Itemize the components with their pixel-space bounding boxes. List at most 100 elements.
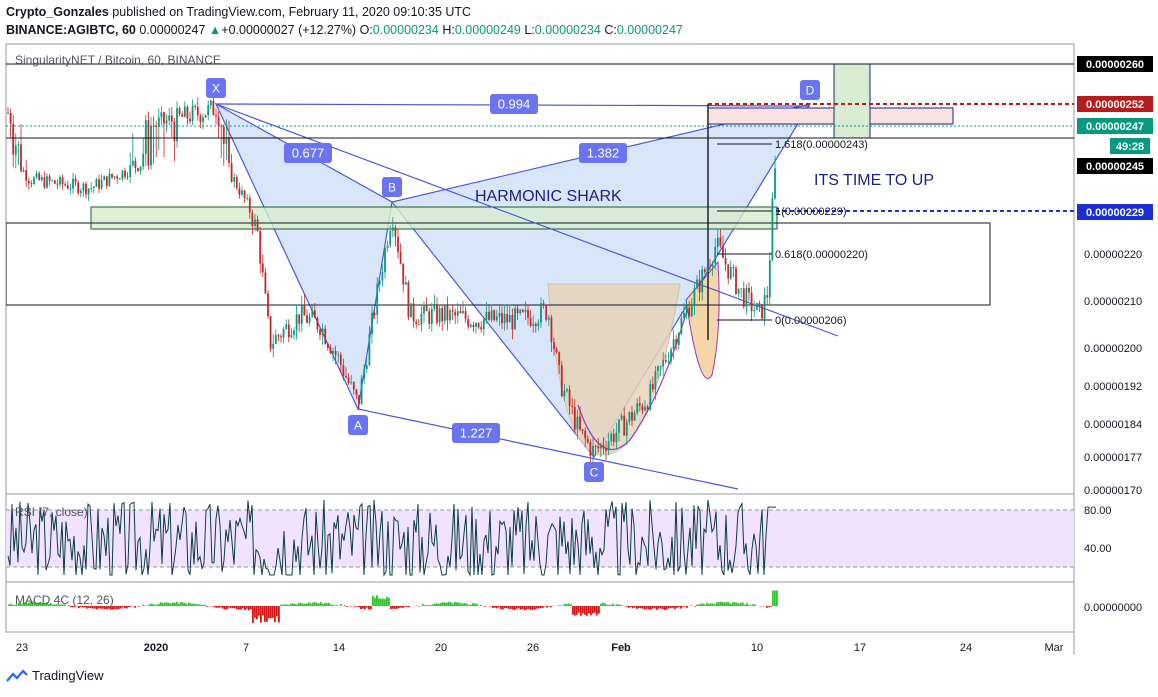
macd-bar bbox=[322, 603, 324, 606]
candle-body bbox=[545, 305, 548, 320]
candle-body bbox=[329, 347, 332, 354]
macd-bar bbox=[362, 606, 364, 609]
author-name[interactable]: Crypto_Gonzales bbox=[6, 5, 109, 19]
macd-bar bbox=[550, 606, 552, 608]
macd-bar bbox=[424, 604, 426, 606]
macd-bar bbox=[230, 606, 232, 608]
macd-bar bbox=[718, 602, 720, 606]
candle-body bbox=[404, 282, 407, 285]
candle-body bbox=[763, 295, 766, 319]
macd-bar bbox=[444, 602, 446, 606]
macd-bar bbox=[182, 602, 184, 606]
tradingview-footer[interactable]: TradingView bbox=[6, 668, 104, 683]
candle-body bbox=[534, 324, 537, 327]
macd-bar bbox=[694, 606, 696, 607]
point-A-badge bbox=[348, 415, 368, 435]
candle-body bbox=[222, 126, 225, 144]
candle-body bbox=[659, 366, 662, 367]
macd-bar bbox=[608, 604, 610, 606]
macd-bar bbox=[640, 606, 642, 609]
macd-bar bbox=[346, 606, 348, 607]
macd-bar bbox=[64, 604, 66, 606]
macd-bar bbox=[594, 606, 596, 613]
candle-body bbox=[163, 112, 165, 124]
candle-body bbox=[696, 279, 698, 289]
candle-body bbox=[633, 412, 636, 421]
candle-body bbox=[449, 310, 451, 321]
macd-bar bbox=[266, 606, 268, 622]
candle-body bbox=[742, 288, 745, 307]
macd-bar bbox=[82, 606, 84, 608]
macd-bar bbox=[158, 603, 160, 606]
rsi-level-80: 80.00 bbox=[1084, 505, 1112, 517]
candle-body bbox=[566, 389, 568, 391]
macd-bar bbox=[320, 602, 322, 606]
macd-bar bbox=[270, 606, 272, 619]
macd-bar bbox=[302, 603, 304, 606]
macd-bar bbox=[656, 606, 658, 610]
macd-bar bbox=[450, 602, 452, 606]
candle-body bbox=[235, 177, 238, 189]
macd-bar bbox=[220, 606, 222, 608]
macd-bar bbox=[152, 603, 154, 606]
x-tick-label: 10 bbox=[751, 642, 763, 654]
candle-body bbox=[350, 382, 353, 383]
macd-bar bbox=[300, 603, 302, 606]
candle-body bbox=[477, 323, 480, 328]
macd-bar bbox=[586, 606, 588, 616]
annotation-time-to-up: ITS TIME TO UP bbox=[814, 172, 934, 189]
candle-body bbox=[516, 308, 519, 313]
macd-bar bbox=[244, 606, 246, 611]
candle-body bbox=[228, 137, 230, 163]
candle-body bbox=[319, 329, 321, 335]
candle-body bbox=[771, 198, 774, 261]
macd-bar bbox=[268, 606, 270, 619]
macd-bar bbox=[590, 606, 592, 616]
candle-body bbox=[352, 382, 355, 390]
candle-body bbox=[168, 115, 171, 121]
candle-body bbox=[425, 304, 428, 312]
candle-body bbox=[657, 366, 659, 371]
macd-bar bbox=[296, 604, 298, 606]
macd-bar bbox=[426, 605, 428, 606]
macd-bar bbox=[512, 606, 514, 610]
brand-name: TradingView bbox=[32, 668, 104, 683]
macd-bar bbox=[256, 606, 258, 620]
candle-body bbox=[607, 441, 610, 451]
macd-bar bbox=[678, 606, 680, 608]
candle-body bbox=[475, 323, 477, 327]
fib-label-0: 1.618(0.00000243) bbox=[775, 139, 868, 151]
candle-body bbox=[540, 303, 542, 323]
macd-bar bbox=[174, 602, 176, 606]
candle-body bbox=[766, 295, 769, 298]
rsi-band bbox=[6, 510, 1074, 567]
candle-body bbox=[220, 125, 223, 127]
candle-body bbox=[134, 160, 137, 169]
candle-body bbox=[394, 227, 397, 237]
price-label-box-4 bbox=[1077, 158, 1153, 174]
candle-body bbox=[342, 365, 345, 377]
macd-bar bbox=[438, 603, 440, 606]
resistance-trendline bbox=[215, 103, 839, 337]
macd-bar bbox=[100, 606, 102, 609]
macd-bar bbox=[288, 605, 290, 606]
price-change: +0.00000027 (+12.27%) bbox=[221, 23, 357, 37]
macd-bar bbox=[96, 606, 98, 610]
macd-bar bbox=[232, 606, 234, 609]
macd-bar bbox=[36, 603, 38, 606]
candle-body bbox=[9, 113, 12, 124]
candle-body bbox=[417, 324, 420, 325]
macd-bar bbox=[684, 606, 686, 607]
candle-body bbox=[532, 324, 535, 326]
macd-bar bbox=[216, 606, 218, 608]
candle-body bbox=[33, 177, 35, 185]
macd-bar bbox=[672, 606, 674, 608]
candle-body bbox=[298, 314, 301, 324]
candle-body bbox=[709, 266, 711, 268]
candle-body bbox=[181, 114, 184, 117]
symbol-label[interactable]: BINANCE:AGIBTC, 60 bbox=[6, 23, 136, 37]
candle-body bbox=[178, 108, 181, 115]
macd-bar bbox=[776, 590, 778, 606]
macd-bar bbox=[360, 606, 362, 609]
